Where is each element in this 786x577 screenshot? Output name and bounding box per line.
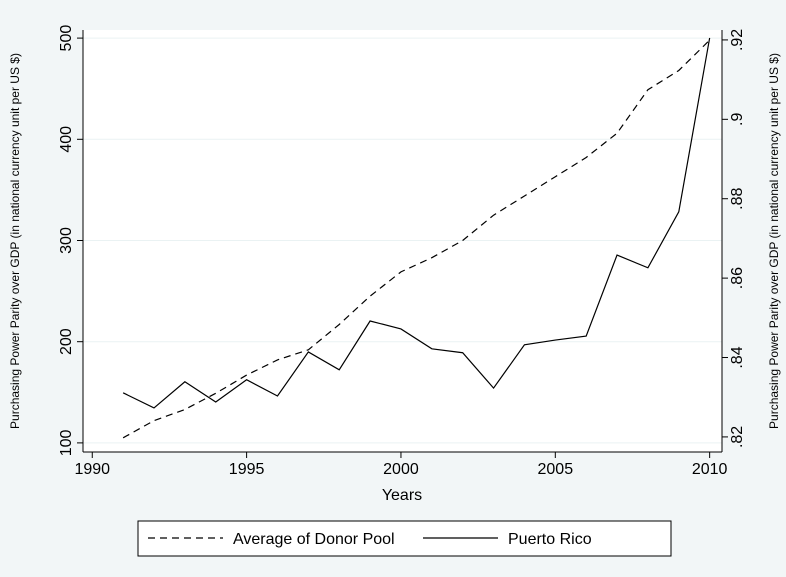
- legend-box: [137, 520, 672, 557]
- x-tick-label: 1995: [229, 461, 265, 478]
- y2-tick-label: .88: [729, 188, 746, 210]
- x-tick-label: 2010: [692, 461, 728, 478]
- y-tick-label: 300: [58, 227, 75, 254]
- y2-tick-label: .86: [729, 267, 746, 289]
- y2-axis-title: Purchasing Power Parity over GDP (in nat…: [767, 53, 781, 429]
- x-tick-label: 1990: [74, 461, 110, 478]
- y-tick-label: 200: [58, 328, 75, 355]
- y2-tick-label: .9: [729, 113, 746, 126]
- y-tick-label: 100: [58, 429, 75, 456]
- x-tick-label: 2005: [538, 461, 574, 478]
- y2-tick-label: .84: [729, 346, 746, 368]
- legend-label: Average of Donor Pool: [233, 531, 395, 548]
- y-tick-label: 500: [58, 25, 75, 52]
- y2-tick-label: .82: [729, 426, 746, 448]
- y-axis-title: Purchasing Power Parity over GDP (in nat…: [8, 53, 22, 429]
- y-tick-label: 400: [58, 126, 75, 153]
- legend-label: Puerto Rico: [508, 531, 592, 548]
- x-axis-title: Years: [382, 487, 422, 504]
- series-line: [122, 39, 711, 439]
- x-tick-label: 2000: [383, 461, 419, 478]
- plot-area: [83, 30, 722, 452]
- series-line: [122, 37, 711, 409]
- y2-tick-label: .92: [729, 29, 746, 51]
